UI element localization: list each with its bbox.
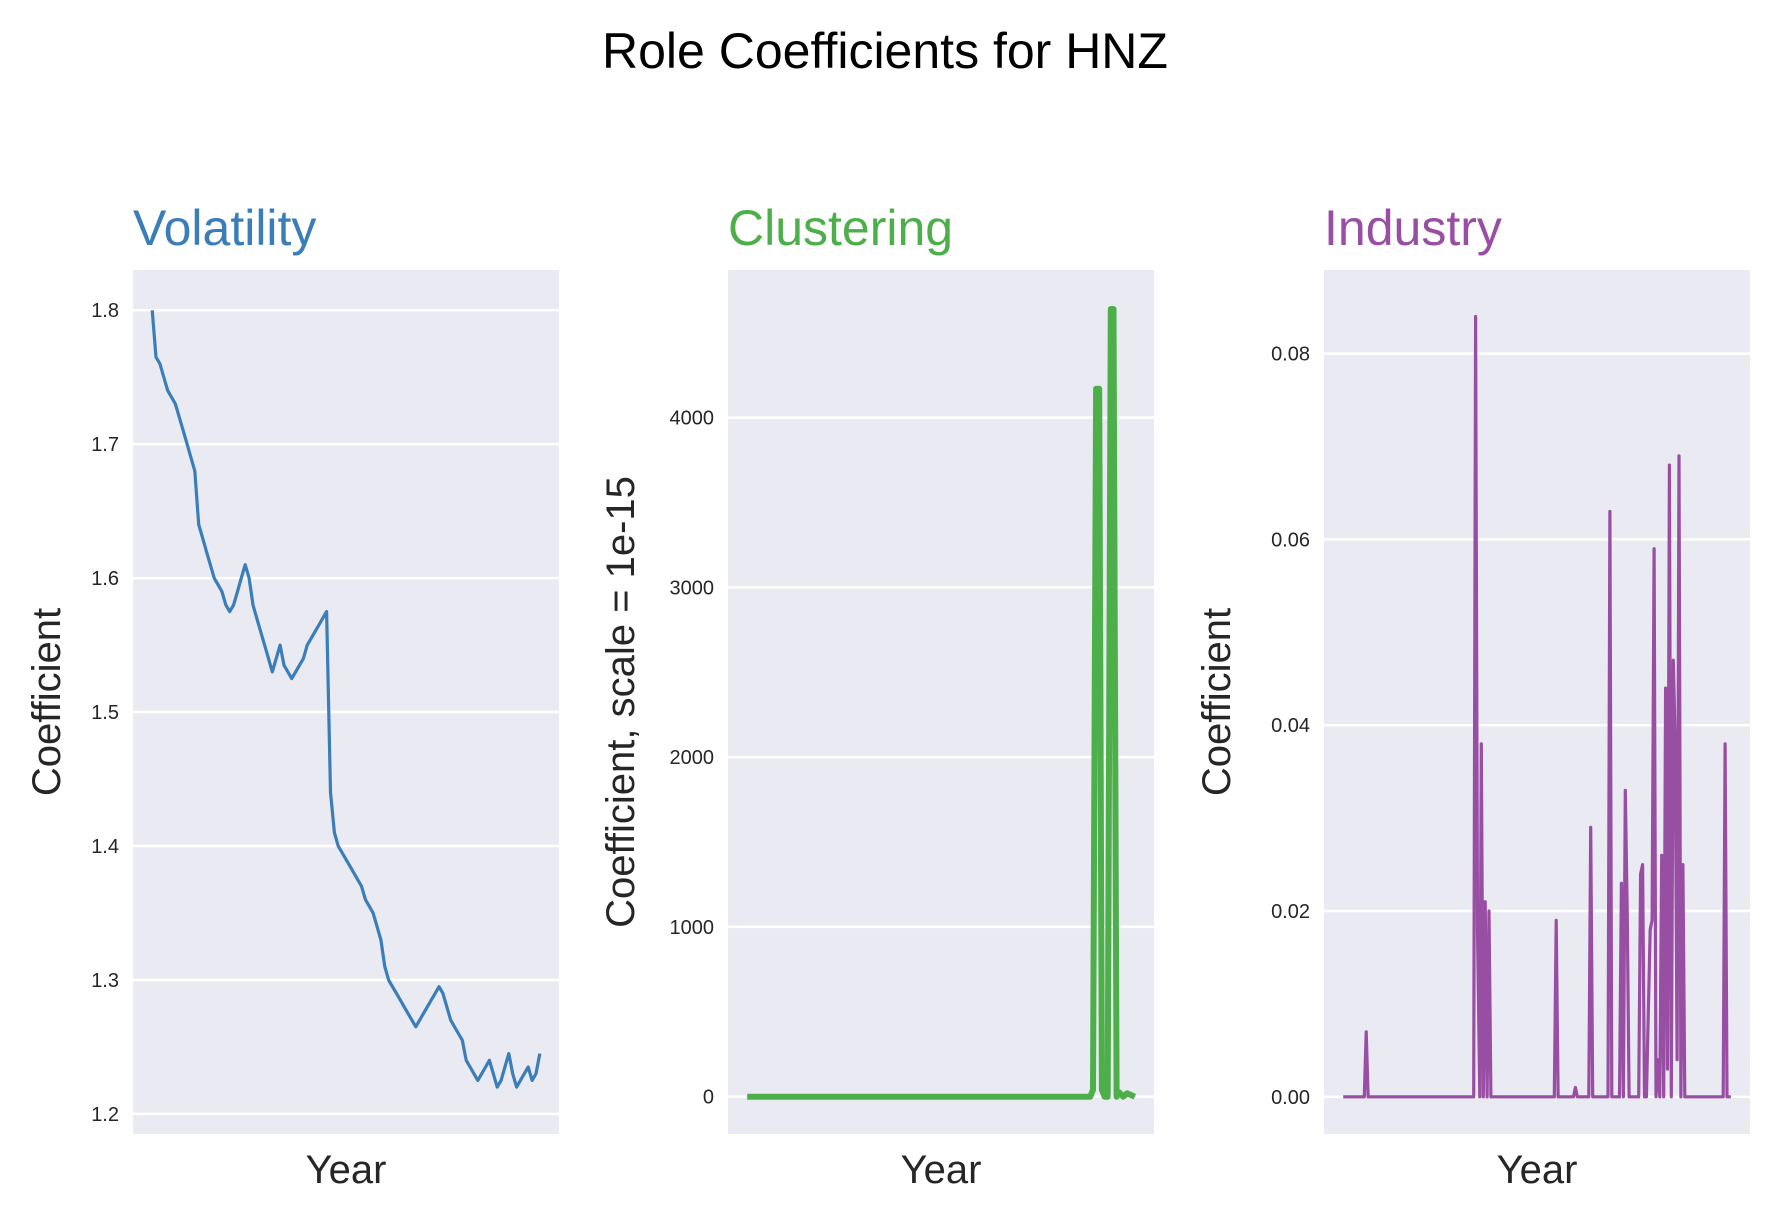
clustering-panel: Clustering 0 1000 2000 3000 4000 Year Coeffi… (599, 200, 1154, 1192)
industry-y-tick-label: 0.00 (1271, 1087, 1310, 1109)
figure-title: Role Coefficients for HNZ (602, 23, 1168, 79)
clustering-y-tick-label: 4000 (670, 408, 715, 430)
clustering-series (747, 306, 1137, 1100)
volatility-y-ticks: 1.2 1.3 1.4 1.5 1.6 1.7 1.8 (91, 300, 119, 1126)
volatility-grid (133, 308, 559, 1116)
industry-y-axis-label: Coefficient (1195, 608, 1239, 796)
volatility-plot-area (133, 270, 559, 1134)
clustering-y-tick-label: 2000 (670, 747, 715, 769)
volatility-panel: Volatility 1.2 1.3 1.4 1.5 1.6 1.7 1.8 Year Co… (25, 200, 559, 1192)
volatility-y-tick-label: 1.5 (91, 702, 119, 724)
clustering-plot-area (728, 270, 1154, 1134)
clustering-title: Clustering (728, 200, 953, 256)
industry-y-tick-label: 0.02 (1271, 901, 1310, 923)
clustering-y-ticks: 0 1000 2000 3000 4000 (670, 408, 715, 1109)
volatility-y-tick-label: 1.2 (91, 1104, 119, 1126)
volatility-series (150, 310, 542, 1089)
volatility-y-tick-label: 1.8 (91, 300, 119, 322)
volatility-y-axis-label: Coefficient (25, 608, 69, 796)
volatility-y-tick-label: 1.6 (91, 568, 119, 590)
industry-title: Industry (1324, 200, 1502, 256)
volatility-x-axis-label: Year (306, 1148, 387, 1192)
industry-y-ticks: 0.00 0.02 0.04 0.06 0.08 (1271, 344, 1310, 1109)
clustering-x-axis-label: Year (901, 1148, 982, 1192)
industry-series (1343, 314, 1731, 1099)
industry-panel: Industry 0.00 0.02 0.04 0.06 0.08 Year Coeff… (1195, 200, 1750, 1192)
industry-y-tick-label: 0.04 (1271, 715, 1310, 737)
clustering-y-axis-label: Coefficient, scale = 1e-15 (599, 476, 643, 928)
industry-x-axis-label: Year (1497, 1148, 1578, 1192)
volatility-y-tick-label: 1.7 (91, 434, 119, 456)
clustering-series-line (747, 306, 1137, 1100)
clustering-y-tick-label: 1000 (670, 917, 715, 939)
volatility-title: Volatility (133, 200, 316, 256)
industry-y-tick-label: 0.08 (1271, 344, 1310, 366)
volatility-y-tick-label: 1.4 (91, 836, 119, 858)
clustering-y-tick-label: 3000 (670, 577, 715, 599)
clustering-y-tick-label: 0 (703, 1087, 714, 1109)
volatility-series-line (150, 310, 542, 1089)
industry-y-tick-label: 0.06 (1271, 529, 1310, 551)
volatility-y-tick-label: 1.3 (91, 970, 119, 992)
industry-plot-area (1324, 270, 1750, 1134)
industry-series-line (1343, 314, 1731, 1099)
